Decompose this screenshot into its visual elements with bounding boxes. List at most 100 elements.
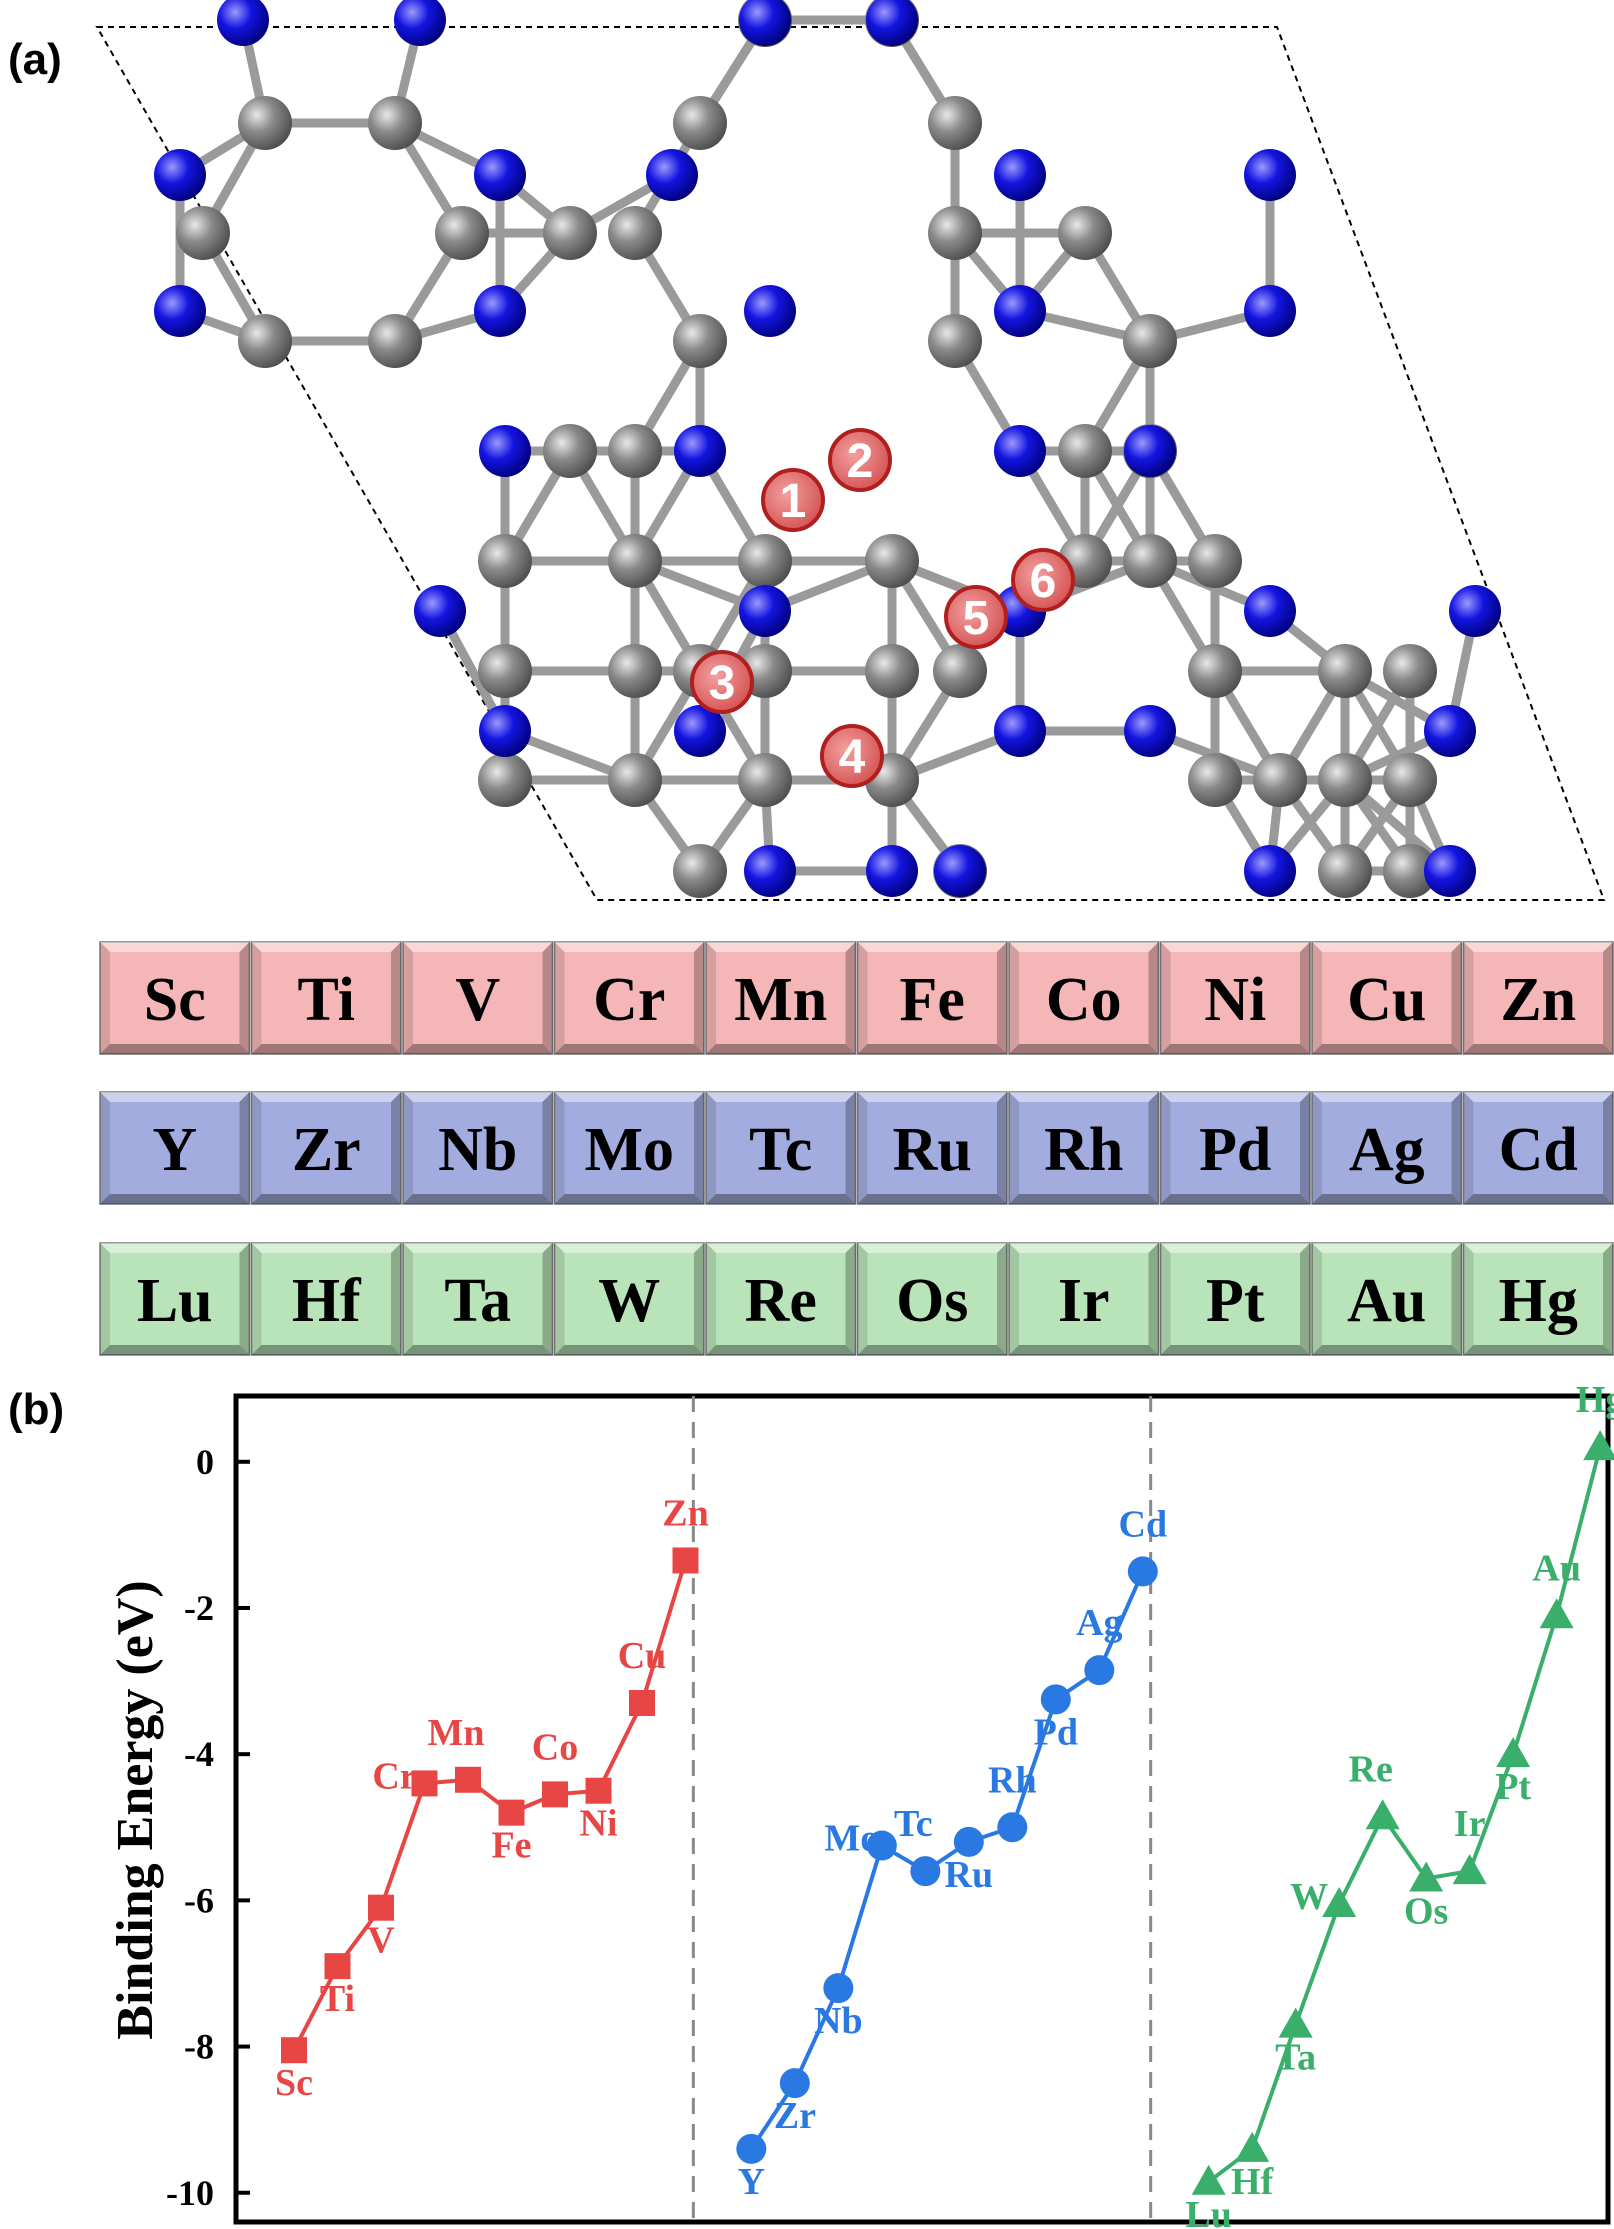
tile-bevel-left [554,1243,565,1355]
element-tile-ta: Ta [402,1242,554,1356]
tile-bg [553,941,705,1055]
element-tile-nb: Nb [402,1091,554,1205]
tile-bevel-top [403,942,553,952]
tile-bevel-top [1463,1243,1613,1253]
element-symbol: Fe [900,966,965,1034]
carbon-atom [1058,206,1112,260]
tile-bevel-right [1603,942,1613,1054]
carbon-atom [673,96,727,150]
site-marker: 6 [1011,548,1075,612]
nitrogen-atom [414,585,466,637]
carbon-atom [928,206,982,260]
nitrogen-atom [674,425,726,477]
site-marker-circle [828,428,892,492]
tile-bevel-top [403,1243,553,1253]
nitrogen-atom [1124,425,1176,477]
data-point [866,1830,897,1861]
series-line [292,1559,688,2052]
tile-bevel-top [1160,1243,1310,1253]
carbon-atom [1188,644,1242,698]
tile-bevel-right [542,1243,553,1355]
carbon-atom [478,644,532,698]
element-symbol: Ni [1204,966,1266,1034]
element-symbol: Zn [1500,966,1576,1034]
element-symbol: Lu [137,1267,213,1335]
tile-bg [856,1091,1008,1205]
data-point [1127,1556,1158,1587]
tile-bevel-left [1160,942,1171,1054]
data-point [1191,2164,1226,2195]
nitrogen-atom [994,285,1046,337]
tile-bevel-bottom [857,1345,1007,1355]
nitrogen-atom [474,149,526,201]
tile-bevel-right [845,942,856,1054]
data-label: Pt [1495,1766,1531,1808]
data-point [542,1781,568,1808]
tile-bevel-left [857,1243,868,1355]
data-point [1452,1854,1487,1885]
carbon-atom [543,424,597,478]
panel-b-label: (b) [8,1385,65,1434]
element-symbol: Au [1347,1267,1426,1335]
data-point [498,1799,525,1826]
tile-bevel-right [239,1092,250,1204]
tile-bevel-top [1009,942,1159,952]
tile-bevel-bottom [706,1044,856,1054]
tile-bevel-top [1463,1092,1613,1102]
tile-bevel-left [706,1092,716,1204]
nitrogen-atom [1244,585,1296,637]
tile-bevel-right [1603,1092,1613,1204]
nitrogen-atom [1449,585,1501,637]
data-label: Ir [1454,1803,1486,1845]
panel-a-label: (a) [8,35,62,84]
site-marker: 1 [761,468,825,532]
nitrogen-atom [479,705,531,757]
carbon-atom [1188,534,1242,588]
tile-bevel-right [542,942,553,1054]
data-label: Ni [580,1803,618,1845]
tile-bevel-top [857,942,1007,952]
tile-bevel-bottom [554,1044,704,1054]
element-tile-cr: Cr [553,941,705,1055]
tile-bg [1311,1091,1463,1205]
carbon-atom [865,534,919,588]
data-label: Pd [1034,1711,1078,1753]
element-symbol: Cr [593,966,665,1034]
data-label: Zn [662,1492,708,1534]
data-label: Fe [491,1825,531,1867]
element-symbol: Y [152,1116,197,1184]
tile-bevel-top [706,942,856,952]
data-point [1084,1655,1115,1686]
carbon-atom [928,314,982,368]
carbon-atom [176,206,230,260]
nitrogen-atom [994,705,1046,757]
data-label: Cu [618,1635,667,1677]
carbon-atom [238,96,292,150]
tile-bevel-right [239,1243,250,1355]
element-tile-os: Os [856,1242,1008,1356]
data-point [1278,2007,1313,2038]
element-tile-zr: Zr [250,1091,402,1205]
carbon-atom [1253,753,1307,807]
tile-bg [402,1091,554,1205]
data-point [1409,1861,1444,1892]
nitrogen-atom [739,0,791,46]
nitrogen-atom [674,705,726,757]
tile-bevel-left [1009,1243,1019,1355]
tile-bevel-left [706,1243,716,1355]
data-label: Re [1349,1748,1393,1790]
element-tile-mn: Mn [705,941,857,1055]
data-point [910,1856,941,1887]
tile-bevel-right [1148,1092,1159,1204]
tile-bg [856,941,1008,1055]
site-marker-number: 6 [1030,555,1057,608]
carbon-atom [1123,314,1177,368]
tile-bevel-bottom [1463,1194,1613,1204]
element-tile-pd: Pd [1159,1091,1311,1205]
tile-bevel-top [251,1243,401,1253]
tile-bevel-left [1312,1243,1322,1355]
tile-bevel-top [100,1243,250,1253]
carbon-atom [478,534,532,588]
element-tile-fe: Fe [856,941,1008,1055]
tile-bevel-left [403,1243,413,1355]
